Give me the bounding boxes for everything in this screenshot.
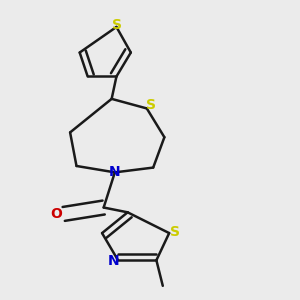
Text: N: N — [109, 165, 121, 179]
Text: S: S — [170, 226, 180, 239]
Text: O: O — [50, 207, 62, 221]
Text: N: N — [108, 254, 120, 268]
Text: S: S — [112, 18, 122, 32]
Text: S: S — [146, 98, 156, 112]
